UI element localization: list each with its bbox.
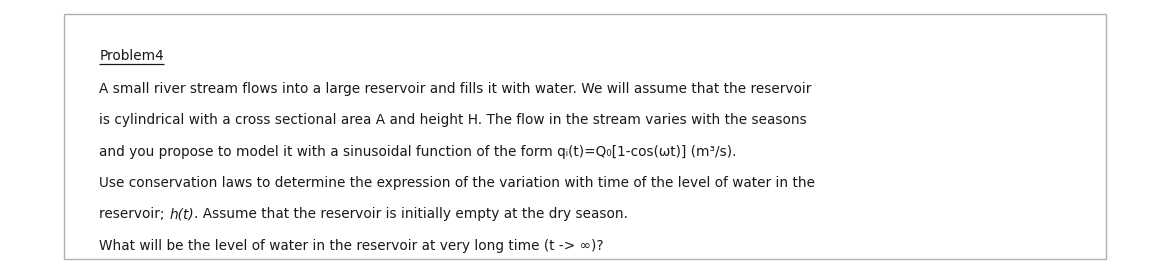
Text: Problem4: Problem4 [99, 49, 164, 63]
Text: . Assume that the reservoir is initially empty at the dry season.: . Assume that the reservoir is initially… [194, 207, 628, 221]
Text: h(t): h(t) [170, 207, 194, 221]
Text: and you propose to model it with a sinusoidal function of the form qᵢ(t)=Q₀[1-co: and you propose to model it with a sinus… [99, 145, 737, 159]
Text: Use conservation laws to determine the expression of the variation with time of : Use conservation laws to determine the e… [99, 176, 815, 190]
Text: A small river stream flows into a large reservoir and fills it with water. We wi: A small river stream flows into a large … [99, 82, 812, 96]
Text: reservoir;: reservoir; [99, 207, 170, 221]
Text: What will be the level of water in the reservoir at very long time (t -> ∞)?: What will be the level of water in the r… [99, 239, 604, 253]
Text: is cylindrical with a cross sectional area A and height H. The flow in the strea: is cylindrical with a cross sectional ar… [99, 113, 807, 127]
